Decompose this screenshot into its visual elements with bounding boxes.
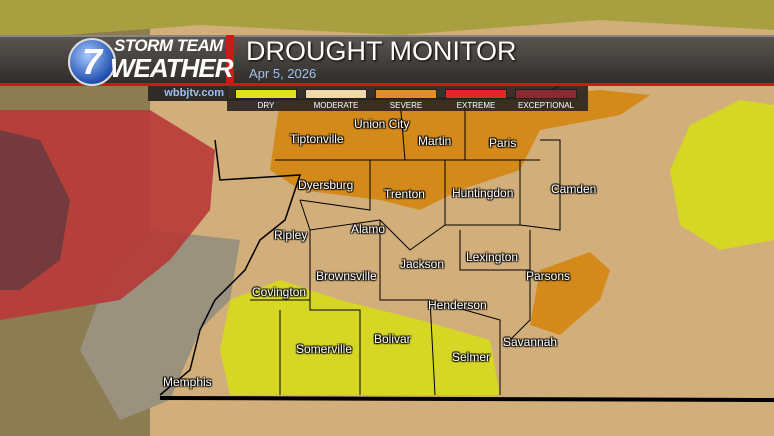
header-bar xyxy=(0,35,774,85)
severe-region-north xyxy=(270,90,650,210)
county-label: Union City xyxy=(354,117,410,131)
legend-item-exceptional: EXCEPTIONAL xyxy=(515,89,577,111)
legend: DRY MODERATE SEVERE EXTREME EXCEPTIONAL xyxy=(227,86,588,111)
brand-line2: WEATHER xyxy=(110,53,234,83)
dry-region-north xyxy=(0,0,774,40)
county-label: Dyersburg xyxy=(298,178,354,192)
legend-swatch xyxy=(305,89,367,99)
river-boundary xyxy=(159,139,302,396)
channel-7-logo: 7 xyxy=(68,38,116,86)
county-label: Brownsville xyxy=(316,269,377,283)
county-label: Bolivar xyxy=(374,332,411,346)
legend-label: SEVERE xyxy=(389,101,423,110)
county-label: Covington xyxy=(252,285,307,299)
county-label: Alamo xyxy=(351,222,386,236)
county-label: Camden xyxy=(551,182,597,196)
legend-label: DRY xyxy=(257,101,275,110)
county-label: Trenton xyxy=(384,187,425,201)
legend-item-dry: DRY xyxy=(235,89,297,111)
county-label: Jackson xyxy=(400,257,445,271)
county-label: Henderson xyxy=(428,298,487,312)
county-label: Martin xyxy=(418,134,452,148)
legend-label: EXTREME xyxy=(456,101,496,110)
date-label: Apr 5, 2026 xyxy=(249,66,317,81)
county-label: Somerville xyxy=(296,342,353,356)
county-label: Huntingdon xyxy=(452,186,514,200)
county-label: Paris xyxy=(489,136,517,150)
legend-swatch xyxy=(235,89,297,99)
dry-region-east xyxy=(670,100,774,250)
legend-item-extreme: EXTREME xyxy=(445,89,507,111)
county-lines xyxy=(250,99,561,396)
county-label: Ripley xyxy=(274,228,308,242)
legend-label: MODERATE xyxy=(313,101,359,110)
county-label: Parsons xyxy=(526,269,571,283)
severe-region-east xyxy=(530,252,610,335)
page-title: DROUGHT MONITOR xyxy=(246,36,517,66)
legend-item-moderate: MODERATE xyxy=(305,89,367,111)
county-label: Selmer xyxy=(452,350,491,364)
county-label: Savannah xyxy=(503,335,558,349)
county-label: Tiptonville xyxy=(290,132,344,146)
state-line-south xyxy=(159,396,774,402)
legend-label: EXCEPTIONAL xyxy=(517,101,574,110)
county-label: Lexington xyxy=(466,250,519,264)
exceptional-region xyxy=(0,130,70,290)
website-label: wbbjtv.com xyxy=(148,86,228,101)
legend-swatch xyxy=(375,89,437,99)
city-label-memphis: Memphis xyxy=(163,375,212,389)
brand-line1: STORM TEAM xyxy=(114,36,223,55)
legend-item-severe: SEVERE xyxy=(375,89,437,111)
header-divider xyxy=(0,83,774,86)
header-accent xyxy=(226,35,234,85)
extreme-region xyxy=(0,110,215,320)
legend-swatch xyxy=(445,89,507,99)
legend-swatch xyxy=(515,89,577,99)
